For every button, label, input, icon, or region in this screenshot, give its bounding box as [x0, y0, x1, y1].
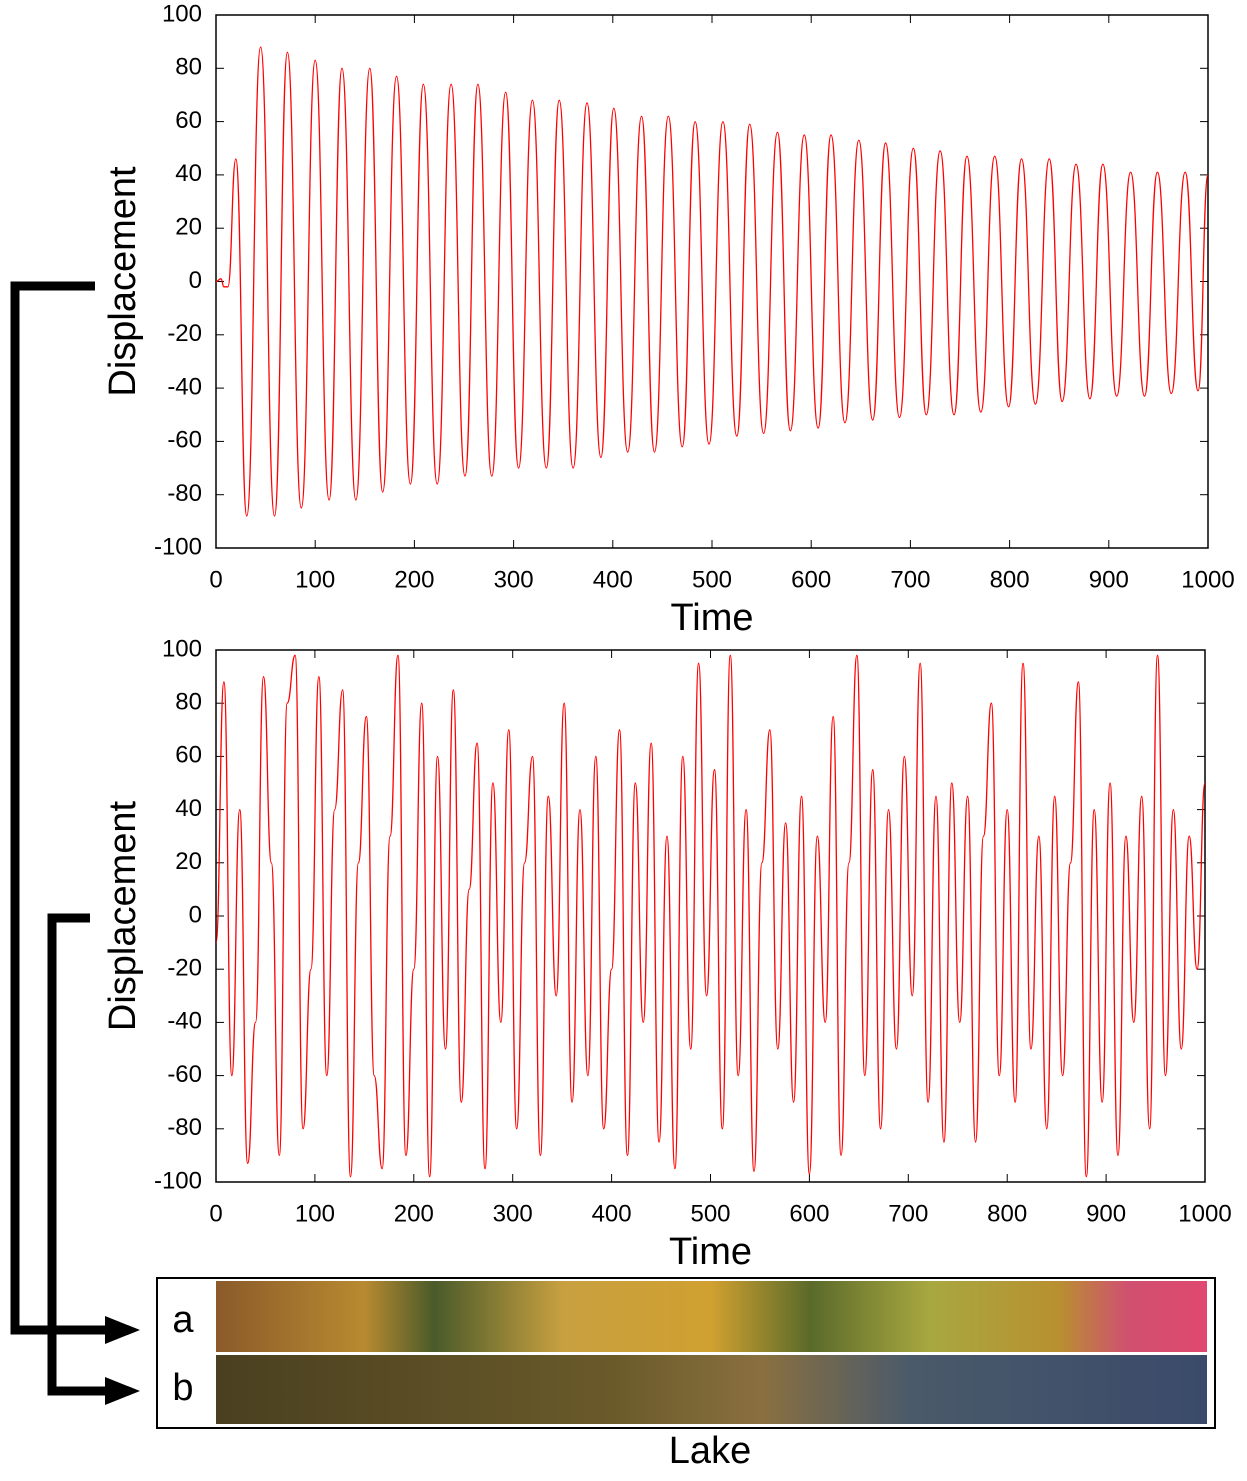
y-tick-label: -100	[154, 1167, 202, 1194]
y-tick-label: 80	[175, 54, 202, 81]
data-line	[215, 654, 1206, 1178]
y-tick-label: 100	[162, 0, 202, 27]
y-tick-label: -60	[167, 1061, 202, 1088]
y-axis-title: Displacement	[102, 166, 144, 397]
x-tick-label: 400	[592, 1200, 632, 1227]
y-tick-label: 40	[175, 795, 202, 822]
x-tick-label: 1000	[1178, 1200, 1231, 1227]
row-label: b	[172, 1367, 193, 1409]
y-tick-label: 0	[189, 901, 202, 928]
x-tick-label: 900	[1089, 566, 1129, 593]
y-tick-label: 100	[162, 635, 202, 662]
image-water	[216, 1355, 1207, 1424]
y-tick-label: 20	[175, 214, 202, 241]
connectors	[10, 281, 110, 1396]
connector-a	[10, 281, 110, 1335]
arrow-head	[105, 1316, 140, 1344]
y-tick-label: -20	[167, 955, 202, 982]
x-tick-label: 800	[987, 1200, 1027, 1227]
x-axis-title: Time	[669, 1231, 752, 1273]
x-tick-label: 1000	[1181, 566, 1234, 593]
x-tick-label: 500	[692, 566, 732, 593]
image-trees	[216, 1281, 1207, 1352]
x-tick-label: 300	[494, 566, 534, 593]
data-line	[215, 46, 1209, 517]
y-tick-label: -40	[167, 1008, 202, 1035]
x-tick-label: 200	[394, 1200, 434, 1227]
y-tick-label: 60	[175, 742, 202, 769]
y-tick-label: 60	[175, 107, 202, 134]
arrow-head	[105, 1377, 140, 1405]
panel-caption: Lake	[669, 1430, 751, 1472]
x-tick-label: 0	[209, 566, 222, 593]
y-tick-label: 80	[175, 689, 202, 716]
x-tick-label: 700	[890, 566, 930, 593]
x-axis-title: Time	[670, 597, 753, 639]
x-tick-label: 100	[295, 566, 335, 593]
x-tick-label: 600	[791, 566, 831, 593]
connector-b	[47, 913, 110, 1396]
row-label: a	[172, 1299, 194, 1341]
y-tick-label: -20	[167, 320, 202, 347]
y-tick-label: -80	[167, 480, 202, 507]
x-tick-label: 700	[888, 1200, 928, 1227]
y-tick-label: 40	[175, 160, 202, 187]
y-tick-label: -100	[154, 533, 202, 560]
y-tick-label: -40	[167, 373, 202, 400]
y-tick-label: -60	[167, 427, 202, 454]
y-tick-label: 20	[175, 848, 202, 875]
y-axis-title: Displacement	[102, 800, 144, 1031]
x-tick-label: 900	[1086, 1200, 1126, 1227]
y-tick-label: 0	[189, 267, 202, 294]
x-tick-label: 200	[394, 566, 434, 593]
x-tick-label: 500	[690, 1200, 730, 1227]
plot-frame	[215, 14, 1209, 549]
y-tick-label: -80	[167, 1114, 202, 1141]
x-tick-label: 300	[493, 1200, 533, 1227]
x-tick-label: 100	[295, 1200, 335, 1227]
x-tick-label: 800	[990, 566, 1030, 593]
x-tick-label: 0	[209, 1200, 222, 1227]
x-tick-label: 400	[593, 566, 633, 593]
x-tick-label: 600	[789, 1200, 829, 1227]
